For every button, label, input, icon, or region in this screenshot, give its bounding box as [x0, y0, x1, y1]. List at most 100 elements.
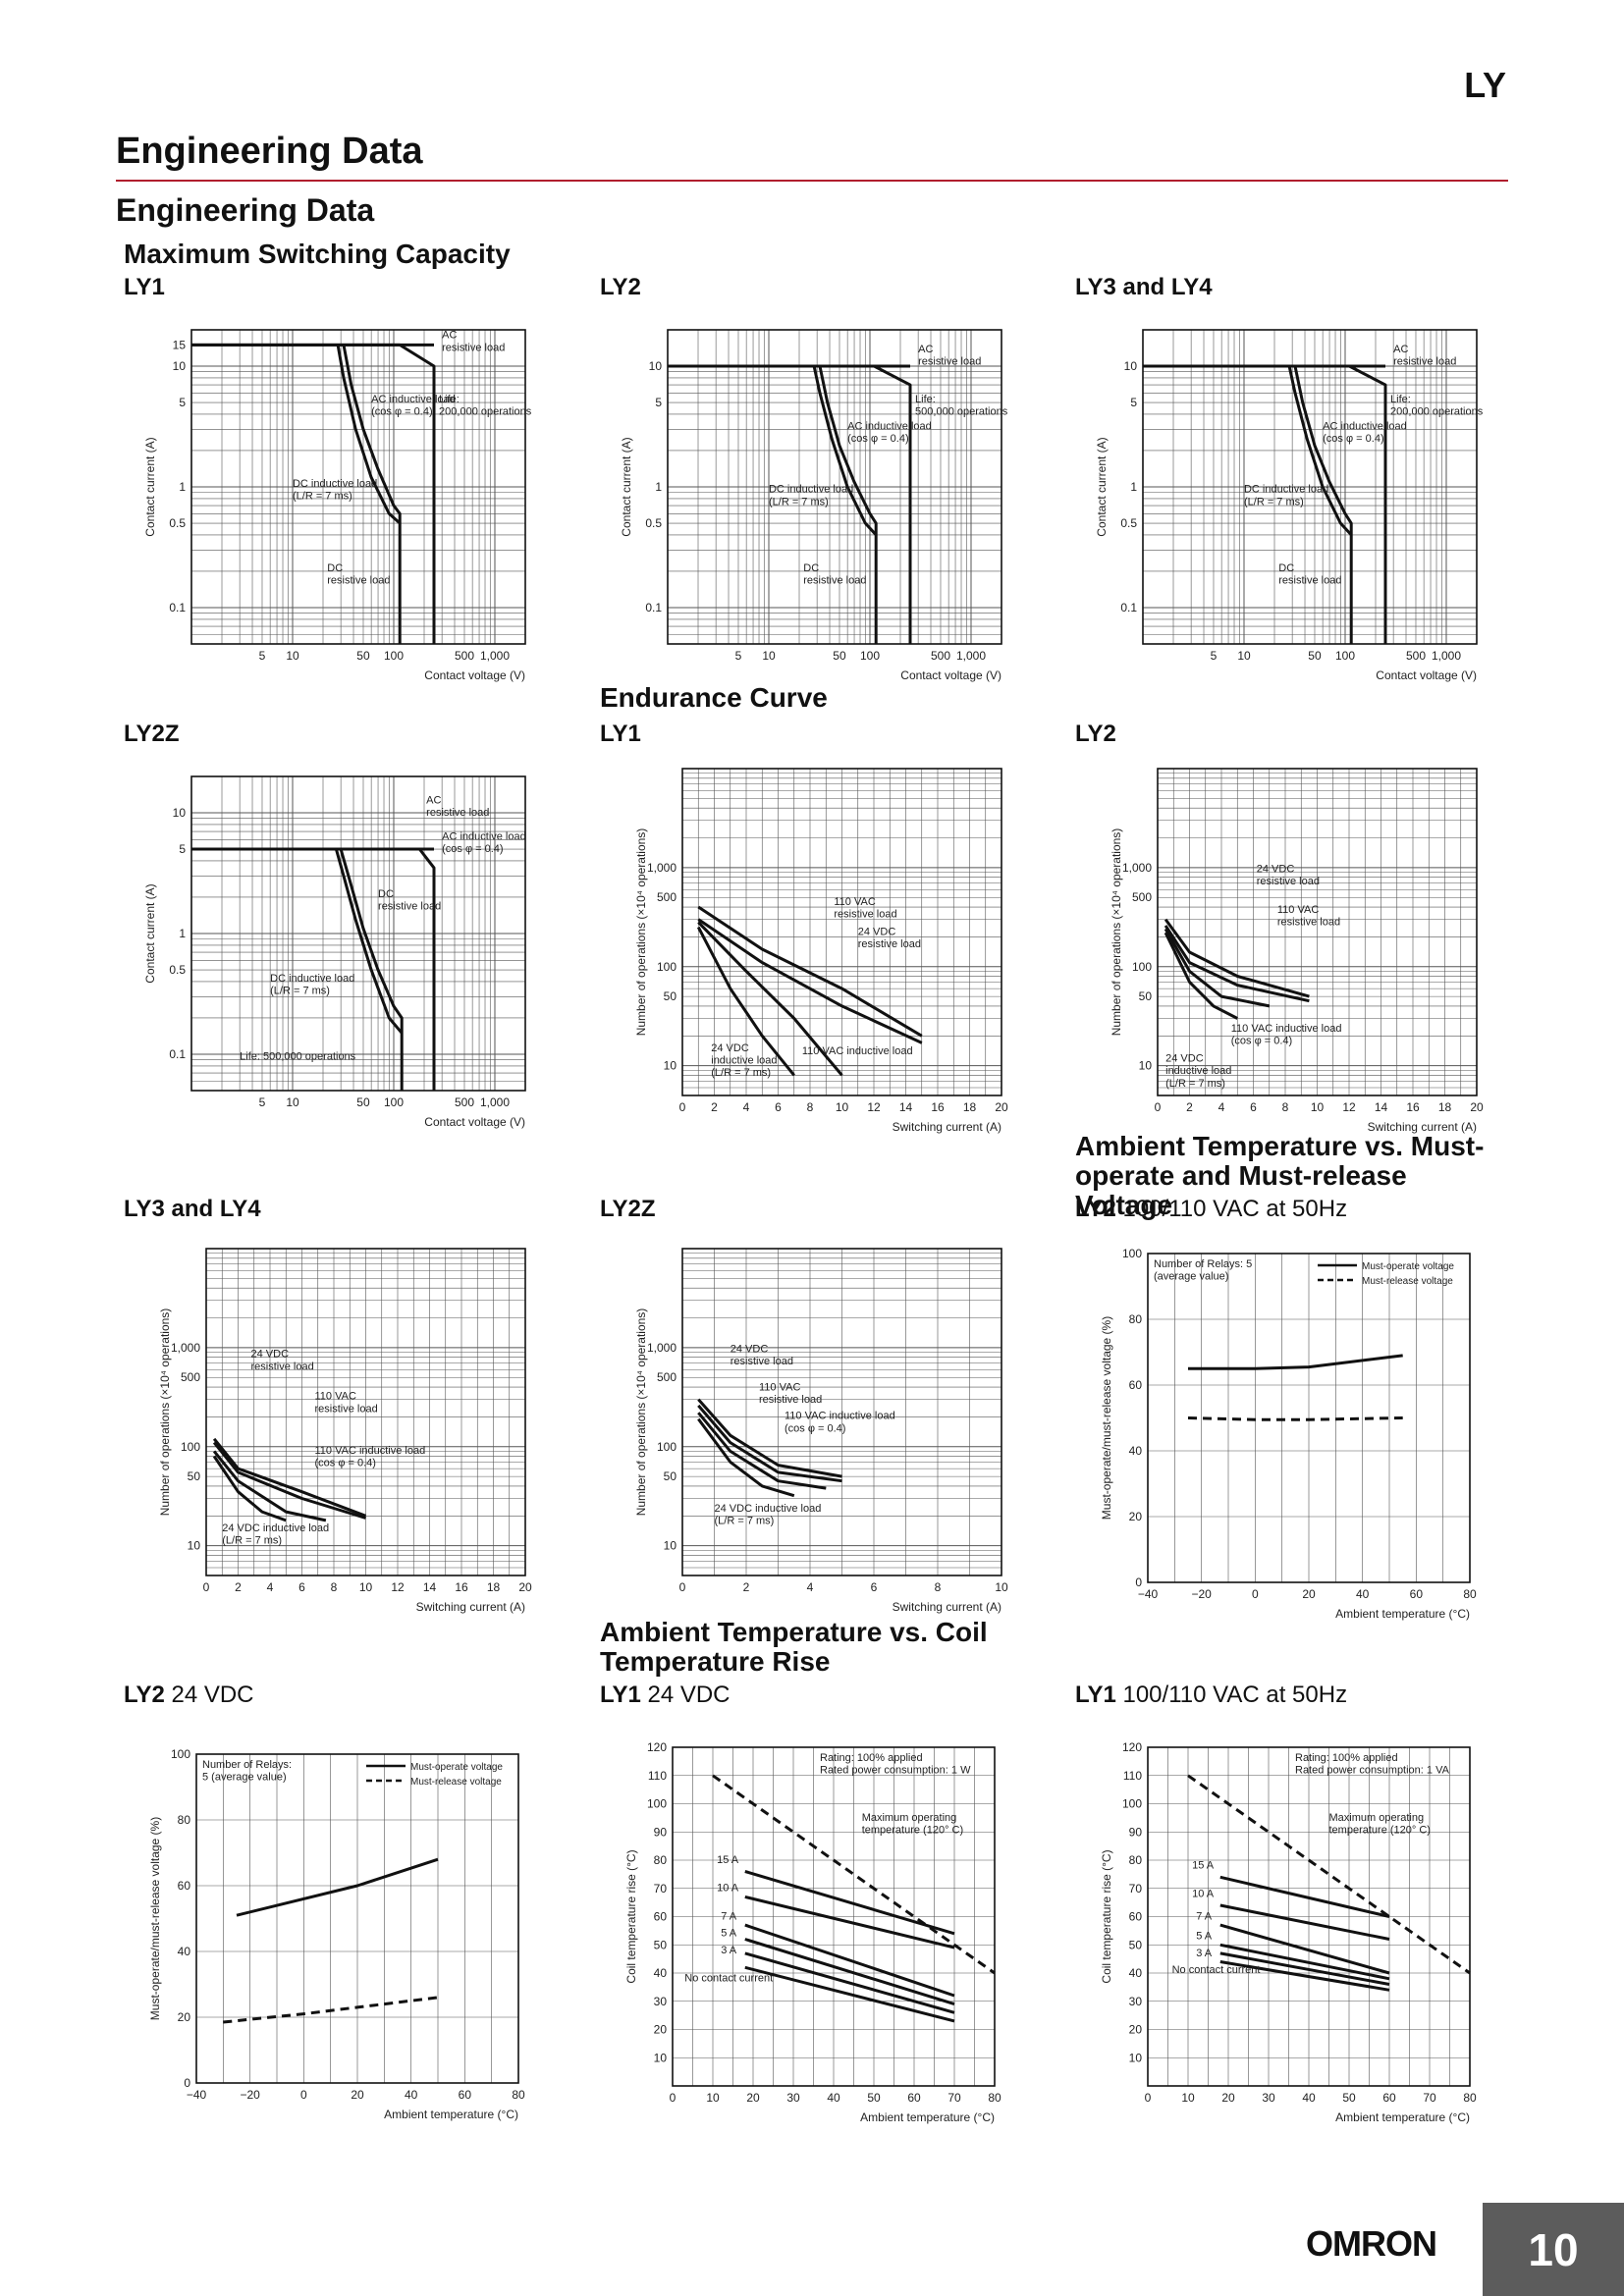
series-line — [334, 848, 404, 1035]
x-tick-label: 50 — [833, 649, 846, 663]
x-tick-label: 6 — [871, 1580, 878, 1594]
x-tick-label: 100 — [860, 649, 880, 663]
y-tick-label: 50 — [654, 1938, 668, 1951]
x-tick-label: 2 — [235, 1580, 242, 1594]
y-tick-label: 5 — [655, 396, 662, 409]
legend-label: Must-operate voltage — [410, 1762, 503, 1773]
annotation: 3 A — [1196, 1948, 1213, 1959]
y-tick-label: 100 — [1122, 1247, 1142, 1260]
series-line — [339, 848, 404, 1091]
chart-note: Number of Relays: 5 (average value) — [202, 1759, 292, 1784]
annotation: 24 VDC resistive load — [251, 1349, 314, 1373]
x-tick-label: 12 — [391, 1580, 405, 1594]
y-tick-label: 20 — [178, 2010, 191, 2024]
title-divider — [116, 180, 1508, 182]
x-axis-label: Ambient temperature (°C) — [1335, 1607, 1470, 1621]
y-tick-label: 1 — [179, 927, 186, 940]
x-tick-label: 500 — [455, 1095, 474, 1109]
x-tick-label: 14 — [899, 1100, 913, 1114]
x-tick-label: 5 — [1211, 649, 1218, 663]
y-tick-label: 50 — [664, 1469, 677, 1483]
y-tick-label: 10 — [1124, 359, 1138, 373]
plot-frame — [1157, 768, 1478, 1096]
section-ambient-coil: Ambient Temperature vs. Coil Temperature… — [600, 1617, 988, 1677]
x-tick-label: 10 — [706, 2091, 720, 2105]
y-tick-label: 10 — [173, 359, 187, 373]
chart-coil-ly1-dc: 0 10 20 30 40 50 60 70 80 10 20 30 40 50 60 70 80 90 100 11… — [624, 1740, 1001, 2124]
chart-note: Number of Relays: 5 (average value) — [1154, 1258, 1252, 1283]
x-tick-label: 0 — [679, 1580, 686, 1594]
chart-title-end-ly34: LY3 and LY4 — [124, 1196, 261, 1222]
annotation: 5 A — [1196, 1931, 1213, 1943]
chart-end-ly34: 0 2 4 6 8 10 12 14 16 18 20 10 50 100 500 1,000 Switchin… — [158, 1248, 532, 1614]
x-tick-label: 1,000 — [1432, 649, 1461, 663]
y-tick-label: 100 — [647, 1797, 667, 1811]
x-tick-label: 20 — [1302, 1587, 1316, 1601]
x-tick-label: 0 — [300, 2088, 307, 2102]
series-line — [744, 1923, 955, 1998]
chart-title-msc-ly2z: LY2Z — [124, 721, 180, 747]
y-axis-label: Number of operations (×10⁴ operations) — [158, 1308, 172, 1517]
y-tick-label: 50 — [188, 1469, 201, 1483]
y-tick-label: 20 — [1129, 1510, 1143, 1523]
series-line — [696, 926, 795, 1077]
series-line — [744, 1951, 955, 2014]
y-tick-label: 50 — [1139, 989, 1153, 1003]
y-tick-label: 90 — [1129, 1825, 1143, 1839]
x-tick-label: 60 — [1382, 2091, 1396, 2105]
chart-title-end-ly2: LY2 — [1075, 721, 1116, 747]
grid — [195, 1753, 519, 2084]
annotation: AC resistive load — [918, 344, 981, 368]
chart-title-coil-ly1-ac: LY1 100/110 VAC at 50Hz — [1075, 1682, 1348, 1708]
x-axis-label: Ambient temperature (°C) — [1335, 2110, 1470, 2124]
x-axis-label: Switching current (A) — [893, 1600, 1001, 1614]
annotation: 10 A — [1192, 1888, 1215, 1899]
x-tick-label: −20 — [240, 2088, 260, 2102]
y-tick-label: 100 — [657, 1440, 677, 1454]
series-line — [1219, 1903, 1390, 1941]
x-tick-label: 70 — [947, 2091, 961, 2105]
y-tick-label: 0.1 — [1120, 601, 1137, 614]
x-tick-label: 20 — [746, 2091, 760, 2105]
series-line — [697, 918, 923, 1044]
y-tick-label: 0.5 — [1120, 516, 1137, 530]
x-tick-label: −20 — [1191, 1587, 1212, 1601]
series-line — [697, 1417, 795, 1498]
y-tick-label: 500 — [657, 890, 677, 904]
x-tick-label: 40 — [1356, 1587, 1370, 1601]
x-axis-label: Contact voltage (V) — [1376, 668, 1477, 682]
x-tick-label: 100 — [384, 649, 404, 663]
y-tick-label: 80 — [178, 1813, 191, 1827]
series-line — [1219, 1960, 1390, 1992]
x-tick-label: 5 — [259, 1095, 266, 1109]
series-line — [1164, 928, 1271, 1008]
x-tick-label: 6 — [775, 1100, 782, 1114]
x-tick-label: 60 — [459, 2088, 472, 2102]
series-line — [1293, 365, 1353, 644]
x-tick-label: 0 — [679, 1100, 686, 1114]
x-tick-label: 80 — [1463, 2091, 1477, 2105]
annotation: AC resistive load — [442, 330, 505, 354]
y-tick-label: 10 — [664, 1539, 677, 1553]
annotation: AC inductive load (cos φ = 0.4) — [442, 830, 526, 855]
y-tick-label: 1,000 — [1122, 861, 1152, 875]
plot-frame — [1147, 1746, 1471, 2087]
x-axis-label: Contact voltage (V) — [424, 1115, 525, 1129]
x-tick-label: 80 — [512, 2088, 525, 2102]
y-tick-label: 1,000 — [647, 861, 677, 875]
annotation: 110 VAC resistive load — [759, 1381, 822, 1406]
y-tick-label: 100 — [1122, 1797, 1142, 1811]
x-tick-label: 6 — [1250, 1100, 1257, 1114]
x-tick-label: −40 — [1138, 1587, 1159, 1601]
x-tick-label: 0 — [1145, 2091, 1152, 2105]
y-axis-label: Contact current (A) — [620, 437, 633, 536]
x-tick-label: 80 — [988, 2091, 1001, 2105]
y-tick-label: 0.1 — [645, 601, 662, 614]
x-tick-label: 50 — [867, 2091, 881, 2105]
y-tick-label: 500 — [1132, 890, 1152, 904]
plot-frame — [1147, 1253, 1471, 1583]
x-tick-label: 8 — [935, 1580, 942, 1594]
x-tick-label: 0 — [1252, 1587, 1259, 1601]
y-tick-label: 70 — [654, 1882, 668, 1896]
x-tick-label: 12 — [867, 1100, 881, 1114]
